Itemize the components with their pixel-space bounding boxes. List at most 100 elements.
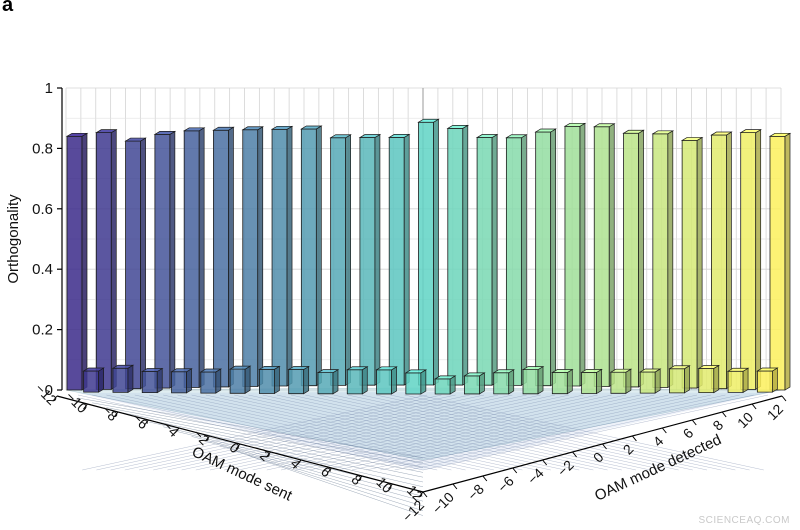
- diagonal-bar-top: [680, 137, 704, 141]
- floor-grid-line: [248, 394, 594, 471]
- floor-grid-line: [347, 394, 693, 471]
- detected-axis-tick: [542, 459, 548, 466]
- diagonal-bar-top: [592, 123, 616, 128]
- crosstalk-bar: [727, 370, 744, 393]
- floor-grid-line: [205, 440, 424, 502]
- detected-axis-tick: [452, 483, 458, 490]
- diagonal-bar-side: [257, 126, 264, 388]
- detected-axis-tick: [602, 443, 607, 450]
- detected-tick-label: 8: [709, 417, 726, 434]
- diagonal-bar: [447, 127, 464, 386]
- crosstalk-bar: [581, 371, 598, 394]
- diagonal-bar-top: [739, 129, 762, 133]
- floor-grid-line: [163, 394, 509, 471]
- diagonal-bar-side: [81, 132, 88, 391]
- diagonal-bar-side: [462, 124, 469, 386]
- crosstalk-bar-top: [404, 369, 428, 374]
- crosstalk-bar-top: [316, 369, 340, 374]
- crosstalk-bar-top: [521, 366, 545, 370]
- floor-grid-line: [82, 394, 428, 471]
- floor-grid-line: [134, 394, 480, 471]
- diagonal-bar: [418, 121, 434, 386]
- diagonal-bar: [183, 130, 200, 388]
- crosstalk-bar-top: [463, 372, 486, 377]
- detected-tick-label: −12: [399, 497, 427, 525]
- crosstalk-bar-side: [684, 365, 690, 394]
- detected-axis-tick: [781, 395, 787, 402]
- crosstalk-bar: [171, 371, 187, 394]
- diagonal-bar: [359, 137, 376, 386]
- crosstalk-bar-top: [668, 365, 691, 370]
- floor-grid-line: [153, 394, 499, 471]
- floor-grid-line: [295, 394, 641, 471]
- panel-label: a: [2, 0, 14, 16]
- diagonal-bar: [125, 140, 141, 390]
- diagonal-bar-side: [433, 118, 439, 386]
- crosstalk-bar-top: [140, 368, 164, 372]
- diagonal-bar-top: [212, 126, 235, 131]
- crosstalk-bar-side: [361, 366, 368, 395]
- crosstalk-bar-top: [433, 375, 457, 380]
- diagonal-bar-top: [387, 134, 411, 138]
- detected-tick-label: 6: [680, 425, 697, 442]
- crosstalk-bar-side: [127, 364, 134, 394]
- diagonal-bar-side: [726, 131, 732, 390]
- floor-grid-line: [366, 394, 712, 471]
- diagonal-bar: [535, 131, 552, 387]
- floor-grid-line: [138, 394, 485, 471]
- crosstalk-bar-side: [244, 365, 251, 394]
- crosstalk-bar-side: [566, 368, 573, 395]
- crosstalk-bar: [464, 375, 480, 395]
- crosstalk-bar: [639, 371, 656, 394]
- floor-grid-line: [177, 394, 523, 471]
- diagonal-bar: [769, 135, 786, 391]
- crosstalk-bar-top: [258, 365, 281, 370]
- floor-grid-line: [191, 436, 424, 497]
- floor-grid-line: [238, 394, 584, 471]
- floor-grid-line: [290, 394, 637, 471]
- crosstalk-bar: [83, 370, 100, 393]
- floor-grid-line: [337, 394, 683, 471]
- crosstalk-bar-side: [215, 368, 222, 394]
- crosstalk-bar: [551, 372, 568, 395]
- crosstalk-bar: [522, 369, 539, 395]
- sent-axis-tick: [388, 483, 393, 490]
- diagonal-bar-side: [345, 134, 351, 386]
- diagonal-bar-top: [563, 122, 587, 127]
- floor-grid-line: [148, 394, 495, 471]
- crosstalk-bar: [493, 372, 510, 395]
- floor-grid-line: [110, 394, 456, 471]
- crosstalk-bar-top: [287, 366, 310, 370]
- detected-axis-tick: [512, 467, 518, 474]
- crosstalk-bar-top: [609, 368, 633, 373]
- crosstalk-bar-top: [199, 368, 223, 373]
- diagonal-bar-top: [505, 134, 528, 139]
- sent-axis-tick: [174, 427, 180, 434]
- crosstalk-bar-top: [82, 367, 105, 372]
- floor-grid-line: [209, 394, 556, 471]
- detected-axis-tick: [572, 451, 577, 458]
- diagonal-bar-top: [622, 129, 645, 134]
- diagonal-bar-side: [169, 130, 176, 389]
- crosstalk-bar-top: [375, 366, 398, 371]
- diagonal-bar-top: [329, 134, 352, 139]
- diagonal-bar: [593, 126, 610, 387]
- diagonal-bar-top: [446, 124, 470, 129]
- diagonal-bar-top: [534, 128, 557, 133]
- detected-tick-label: −10: [429, 489, 457, 517]
- crosstalk-bar: [610, 371, 627, 394]
- floor-grid-line: [167, 394, 513, 471]
- diagonal-bar-top: [153, 131, 177, 135]
- sent-tick-label: 6: [318, 463, 335, 480]
- diagonal-bar-side: [110, 129, 117, 390]
- crosstalk-bar-top: [580, 369, 603, 373]
- crosstalk-bar: [200, 371, 217, 394]
- crosstalk-bar-side: [391, 366, 397, 395]
- diagonal-bar-top: [768, 132, 792, 137]
- detected-axis-tick: [751, 403, 757, 410]
- diagonal-bar: [711, 134, 727, 390]
- sent-axis-tick: [205, 435, 210, 442]
- diagonal-bar-top: [95, 129, 118, 133]
- sent-axis-tick: [327, 467, 332, 474]
- floor-grid-line: [248, 455, 424, 516]
